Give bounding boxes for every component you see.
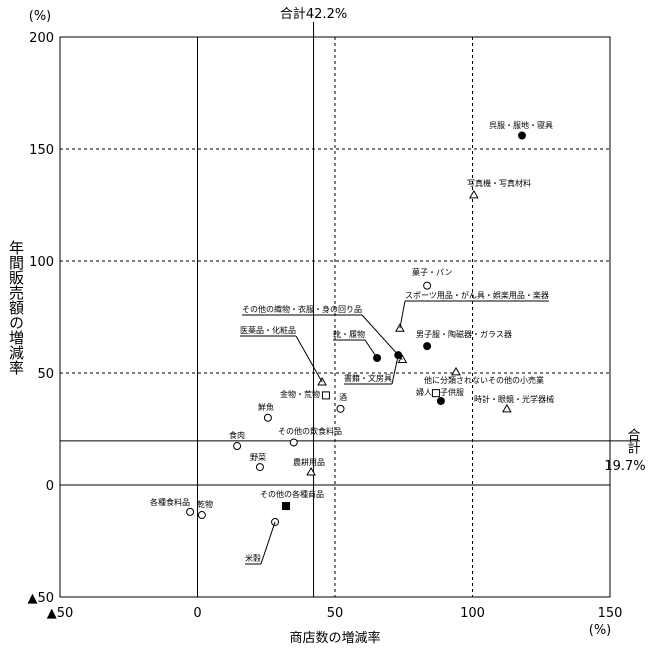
- y-tick-label: 100: [29, 255, 54, 270]
- x-tick-label: ▲50: [47, 606, 74, 621]
- y-tick-label: 50: [37, 367, 54, 382]
- point-label: その他の飲食料品: [278, 426, 342, 436]
- point-label: 菓子・パン: [412, 267, 452, 277]
- point-label: 金物・荒物: [280, 389, 320, 399]
- point-label: 医薬品・化粧品: [240, 325, 296, 335]
- point: [436, 397, 445, 405]
- point-label: 呉服・服地・寝具: [489, 120, 553, 130]
- y-tick-label: 0: [46, 479, 54, 494]
- leader-line: [399, 300, 406, 329]
- y-tick-label: ▲50: [27, 591, 54, 606]
- point-label: 鮮魚: [258, 402, 274, 412]
- point: [197, 511, 206, 520]
- point-label: 男子服・陶磁器・ガラス器: [416, 329, 512, 339]
- point-label: 食肉: [229, 430, 245, 440]
- point: [469, 189, 479, 199]
- leader-line: [391, 354, 399, 385]
- point-label: 時計・眼鏡・光学器械: [474, 394, 554, 404]
- point-label: 米穀: [245, 553, 261, 563]
- point-label: 各種食料品: [150, 497, 190, 507]
- point: [518, 131, 526, 140]
- x-unit: (%): [589, 623, 612, 638]
- reference-label: 合計: [625, 428, 641, 454]
- point-label: その他の織物・衣服・身の回り品: [242, 304, 362, 314]
- y-tick-label: 150: [29, 143, 54, 158]
- y-tick-label: 200: [29, 31, 54, 46]
- x-tick-label: 0: [193, 606, 201, 621]
- leader-line: [361, 314, 403, 360]
- y-unit: (%): [29, 9, 52, 24]
- point-label: その他の各種商品: [260, 489, 324, 499]
- leader-line: [364, 339, 378, 359]
- point-label: 写真機・写真材料: [467, 178, 531, 188]
- x-tick-label: 150: [598, 606, 623, 621]
- point: [451, 366, 461, 376]
- reference-label: 合計42.2%: [280, 6, 347, 22]
- point-label: スポーツ用品・がん具・娯楽用品・楽器: [405, 290, 549, 300]
- point: [289, 438, 298, 447]
- point-label: 書籍・文房具: [344, 373, 392, 383]
- point-label: 靴・履物: [333, 329, 365, 339]
- x-tick-label: 100: [460, 606, 485, 621]
- point-label: 農耕用品: [293, 457, 325, 467]
- leader-line: [295, 335, 323, 383]
- reference-value: 19.7%: [604, 459, 645, 474]
- point-label: 野菜: [250, 452, 266, 462]
- point: [255, 463, 264, 472]
- point: [502, 403, 512, 413]
- x-tick-label: 50: [327, 606, 344, 621]
- point: [423, 281, 432, 290]
- point-label: 酒: [339, 393, 347, 402]
- point: [306, 467, 316, 476]
- point: [186, 507, 195, 516]
- point-label: 婦人・子供服: [416, 387, 464, 397]
- y-axis-title: 年間販売額の増減率: [7, 240, 25, 375]
- point: [263, 413, 272, 422]
- point: [233, 442, 242, 451]
- leader-line: [260, 521, 276, 565]
- point: [336, 404, 345, 413]
- point-label: 乾物: [197, 499, 213, 509]
- point-label: 他に分類されないその他の小売業: [424, 375, 544, 385]
- point: [423, 342, 432, 351]
- point: [282, 502, 291, 511]
- x-axis-title: 商店数の増減率: [289, 630, 380, 646]
- point: [321, 391, 330, 400]
- point: [431, 389, 440, 398]
